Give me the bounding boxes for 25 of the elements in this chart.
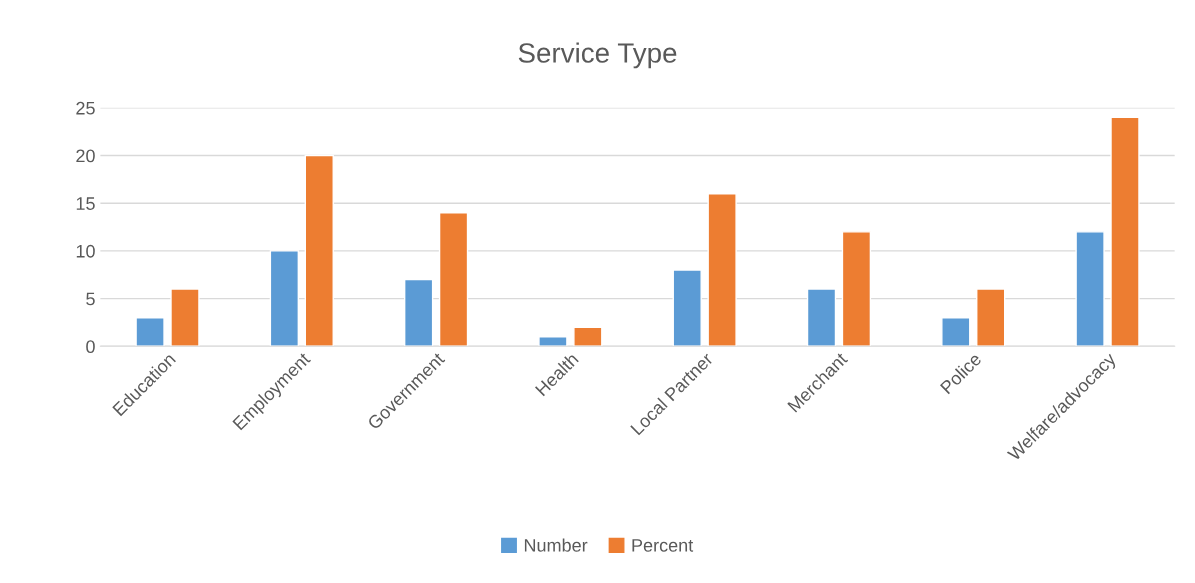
y-tick-label: 10 [76, 244, 95, 258]
y-tick-label: 15 [76, 197, 95, 210]
bar [941, 316, 971, 347]
y-tick-label: 20 [76, 149, 95, 163]
bar [806, 288, 837, 347]
bar [841, 231, 872, 347]
bar [1110, 116, 1140, 347]
legend-label: Percent [632, 539, 694, 552]
bar [538, 336, 568, 347]
y-tick-label: 25 [76, 101, 95, 115]
chart-title: Service Type [518, 42, 677, 69]
legend-label: Number [524, 538, 588, 552]
y-tick-label: 5 [86, 292, 95, 306]
bar [403, 278, 434, 347]
bar [170, 288, 200, 347]
y-tick-label: 0 [86, 340, 95, 354]
bar [269, 250, 300, 347]
bar [135, 316, 165, 347]
bar [573, 326, 603, 347]
bar [707, 193, 737, 347]
bar [1075, 231, 1105, 347]
bar [304, 154, 334, 347]
bar [438, 212, 469, 347]
bar [672, 269, 702, 347]
bar [976, 288, 1006, 347]
